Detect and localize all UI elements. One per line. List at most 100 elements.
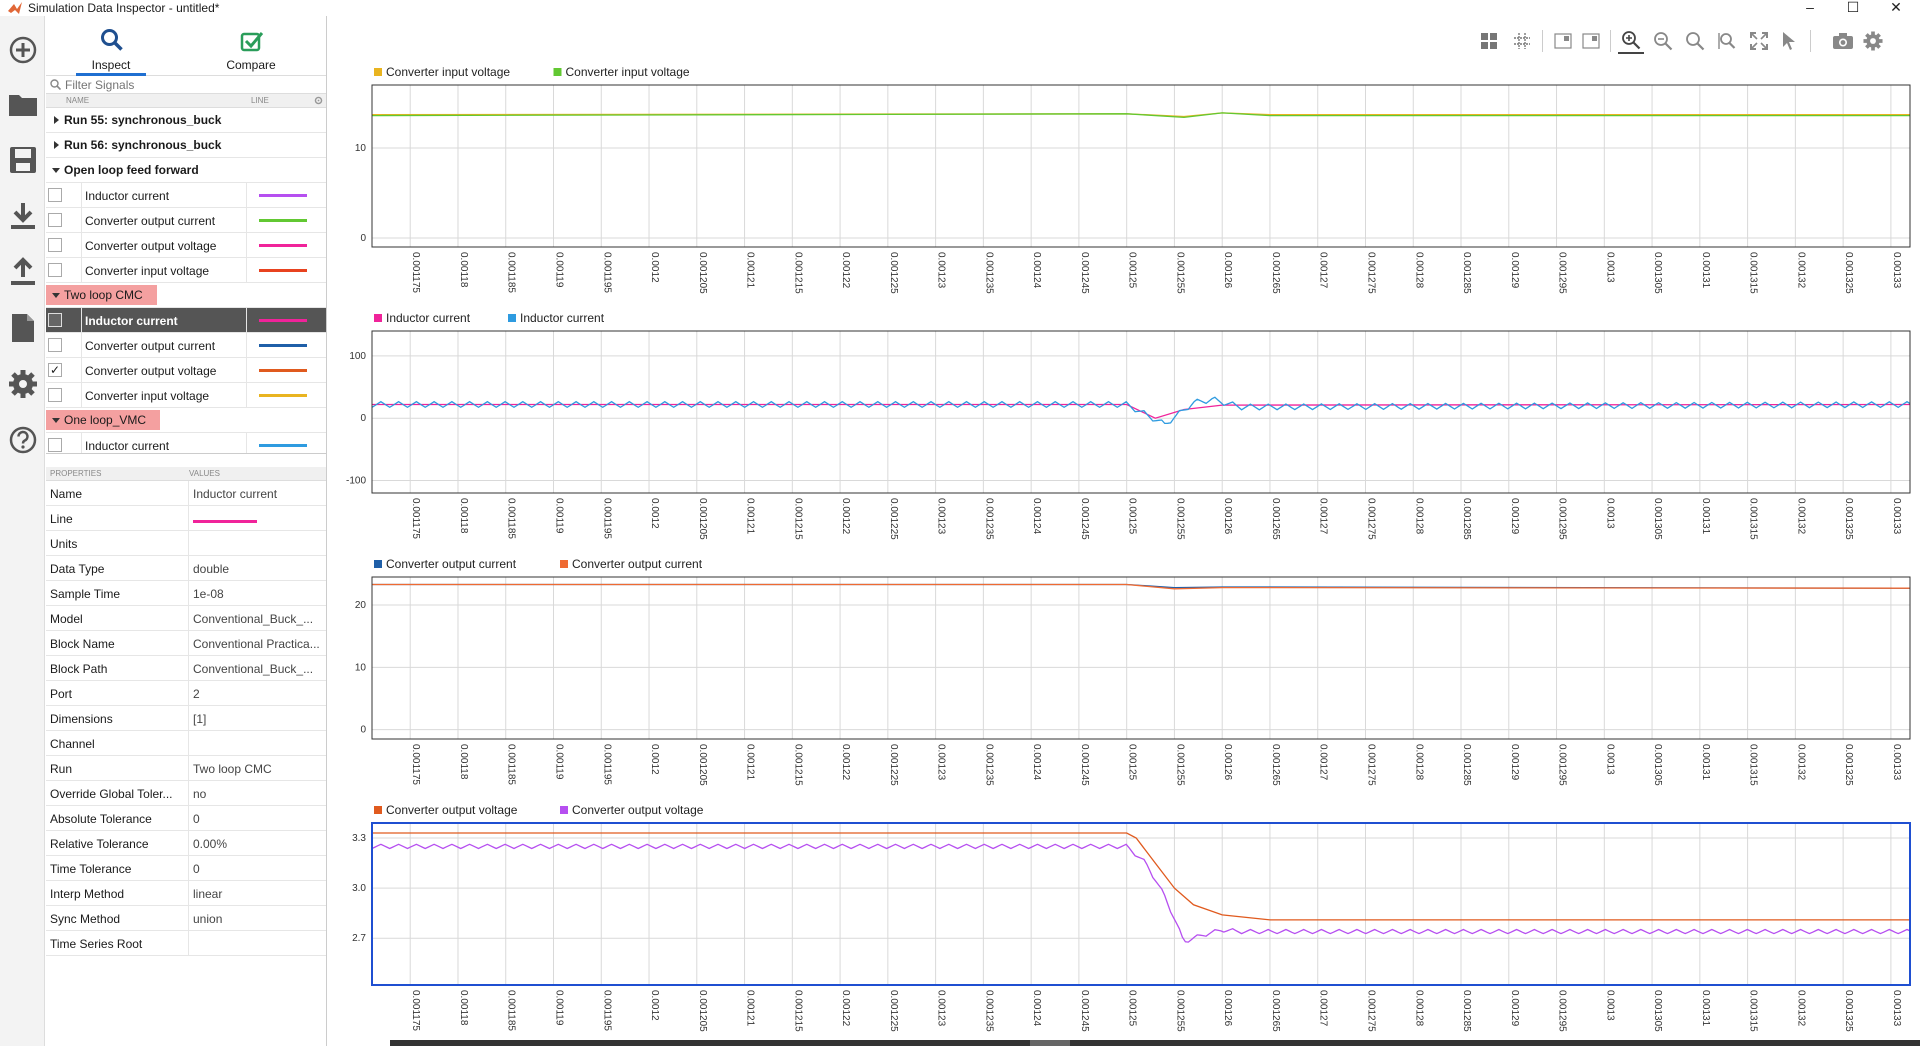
property-value[interactable]: Two loop CMC bbox=[188, 756, 327, 780]
signal-checkbox[interactable] bbox=[48, 388, 62, 402]
series-line-2[interactable] bbox=[371, 843, 1911, 943]
property-value[interactable]: no bbox=[188, 781, 327, 805]
expand-arrow-icon[interactable] bbox=[54, 141, 59, 149]
help-icon[interactable] bbox=[7, 424, 39, 456]
property-value[interactable]: 0.00% bbox=[188, 831, 327, 855]
line-style-cell[interactable] bbox=[246, 183, 326, 207]
one-loop-signal-row[interactable]: Inductor current bbox=[46, 433, 326, 453]
signal-checkbox[interactable] bbox=[48, 213, 62, 227]
property-value[interactable]: Inductor current bbox=[188, 481, 327, 505]
line-style-cell[interactable] bbox=[246, 308, 326, 332]
property-value[interactable]: Conventional Practica... bbox=[188, 631, 327, 655]
scrollbar-thumb[interactable] bbox=[1030, 1040, 1070, 1046]
signal-checkbox[interactable] bbox=[48, 438, 62, 452]
legend-entry[interactable]: Inductor current bbox=[520, 311, 605, 325]
line-style-cell[interactable] bbox=[246, 333, 326, 357]
import-icon[interactable] bbox=[7, 200, 39, 232]
signal-checkbox[interactable] bbox=[48, 313, 62, 327]
column-settings-icon[interactable] bbox=[314, 96, 323, 105]
series-line-2[interactable] bbox=[372, 583, 1911, 590]
open-loop-signal-row[interactable]: Inductor current bbox=[46, 183, 326, 208]
legend-entry[interactable]: Converter input voltage bbox=[386, 65, 510, 79]
two-loop-signal-row[interactable]: Converter input voltage bbox=[46, 383, 326, 408]
subplot-3[interactable]: Converter output current Converter output… bbox=[355, 557, 1911, 786]
subplot-1-icon[interactable] bbox=[1550, 28, 1576, 54]
collapse-arrow-icon[interactable] bbox=[52, 293, 60, 298]
export-icon[interactable] bbox=[7, 256, 39, 288]
open-loop-signal-row[interactable]: Converter input voltage bbox=[46, 258, 326, 283]
legend-entry[interactable]: Converter output voltage bbox=[386, 803, 518, 817]
line-style-cell[interactable] bbox=[246, 383, 326, 407]
property-value[interactable]: 0 bbox=[188, 806, 327, 830]
maximize-button[interactable]: ☐ bbox=[1846, 0, 1860, 15]
horizontal-scrollbar[interactable] bbox=[390, 1040, 1920, 1046]
zoom-in-icon[interactable] bbox=[1618, 28, 1644, 54]
property-value[interactable]: linear bbox=[188, 881, 327, 905]
settings-icon[interactable] bbox=[1860, 28, 1886, 54]
property-value[interactable]: Conventional_Buck_... bbox=[188, 656, 327, 680]
signal-checkbox[interactable]: ✓ bbox=[48, 363, 62, 377]
tab-inspect[interactable]: Inspect bbox=[46, 16, 176, 76]
zoom-x-icon[interactable] bbox=[1714, 28, 1740, 54]
subplot-2-icon[interactable] bbox=[1578, 28, 1604, 54]
legend-entry[interactable]: Converter output voltage bbox=[572, 803, 704, 817]
open-loop-signal-row[interactable]: Converter output current bbox=[46, 208, 326, 233]
open-loop-signal-row[interactable]: Converter output voltage bbox=[46, 233, 326, 258]
legend-entry[interactable]: Converter output current bbox=[386, 557, 517, 571]
one-loop-run-row[interactable]: One loop_VMC bbox=[46, 408, 326, 433]
line-style-cell[interactable] bbox=[246, 258, 326, 282]
two-loop-run-row[interactable]: Two loop CMC bbox=[46, 283, 326, 308]
signal-checkbox[interactable] bbox=[48, 188, 62, 202]
subplot-1[interactable]: Converter input voltage Converter input v… bbox=[355, 65, 1911, 294]
subplot-4[interactable]: Converter output voltage Converter output… bbox=[352, 803, 1911, 1032]
property-value[interactable] bbox=[188, 931, 327, 955]
series-line-2[interactable] bbox=[371, 396, 1911, 425]
gear-icon[interactable] bbox=[7, 368, 39, 400]
two-loop-signal-row[interactable]: ✓ Converter output voltage bbox=[46, 358, 326, 383]
property-value[interactable]: 1e-08 bbox=[188, 581, 327, 605]
series-line-2[interactable] bbox=[371, 112, 1910, 119]
run-56-row[interactable]: Run 56: synchronous_buck bbox=[46, 133, 326, 158]
run-55-row[interactable]: Run 55: synchronous_buck bbox=[46, 108, 326, 133]
new-icon[interactable] bbox=[7, 34, 39, 66]
save-icon[interactable] bbox=[7, 144, 39, 176]
property-line-swatch[interactable] bbox=[188, 506, 327, 530]
line-style-cell[interactable] bbox=[246, 358, 326, 382]
line-style-cell[interactable] bbox=[246, 233, 326, 257]
subplots-canvas[interactable]: Converter input voltage Converter input v… bbox=[330, 56, 1920, 1040]
close-button[interactable]: ✕ bbox=[1890, 0, 1902, 15]
property-value[interactable]: union bbox=[188, 906, 327, 930]
collapse-arrow-icon[interactable] bbox=[52, 168, 60, 173]
signal-checkbox[interactable] bbox=[48, 263, 62, 277]
property-value[interactable]: 0 bbox=[188, 856, 327, 880]
line-style-cell[interactable] bbox=[246, 208, 326, 232]
panel-divider[interactable] bbox=[46, 453, 326, 467]
legend-entry[interactable]: Converter output current bbox=[572, 557, 703, 571]
cursor-icon[interactable] bbox=[1776, 28, 1802, 54]
grid-options-icon[interactable] bbox=[1509, 28, 1535, 54]
zoom-y-icon[interactable] bbox=[1682, 28, 1708, 54]
layout-grid-icon[interactable] bbox=[1476, 28, 1502, 54]
property-value[interactable] bbox=[188, 531, 327, 555]
two-loop-signal-row[interactable]: Converter output current bbox=[46, 333, 326, 358]
series-line-1[interactable] bbox=[372, 832, 1910, 921]
fit-icon[interactable] bbox=[1746, 28, 1772, 54]
zoom-out-icon[interactable] bbox=[1650, 28, 1676, 54]
line-style-cell[interactable] bbox=[246, 433, 326, 453]
subplot-2[interactable]: Inductor current Inductor current 0.001175… bbox=[346, 311, 1911, 540]
tab-compare[interactable]: Compare bbox=[186, 16, 316, 76]
filter-signals-input[interactable] bbox=[65, 77, 305, 92]
expand-arrow-icon[interactable] bbox=[54, 116, 59, 124]
legend-entry[interactable]: Inductor current bbox=[386, 311, 471, 325]
signal-checkbox[interactable] bbox=[48, 338, 62, 352]
report-icon[interactable] bbox=[7, 312, 39, 344]
two-loop-signal-row[interactable]: Inductor current bbox=[46, 308, 326, 333]
signal-checkbox[interactable] bbox=[48, 238, 62, 252]
property-value[interactable] bbox=[188, 731, 327, 755]
snapshot-icon[interactable] bbox=[1830, 28, 1856, 54]
property-value[interactable]: Conventional_Buck_... bbox=[188, 606, 327, 630]
open-loop-run-row[interactable]: Open loop feed forward bbox=[46, 158, 326, 183]
property-value[interactable]: [1] bbox=[188, 706, 327, 730]
property-value[interactable]: double bbox=[188, 556, 327, 580]
minimize-button[interactable]: – bbox=[1806, 0, 1814, 15]
